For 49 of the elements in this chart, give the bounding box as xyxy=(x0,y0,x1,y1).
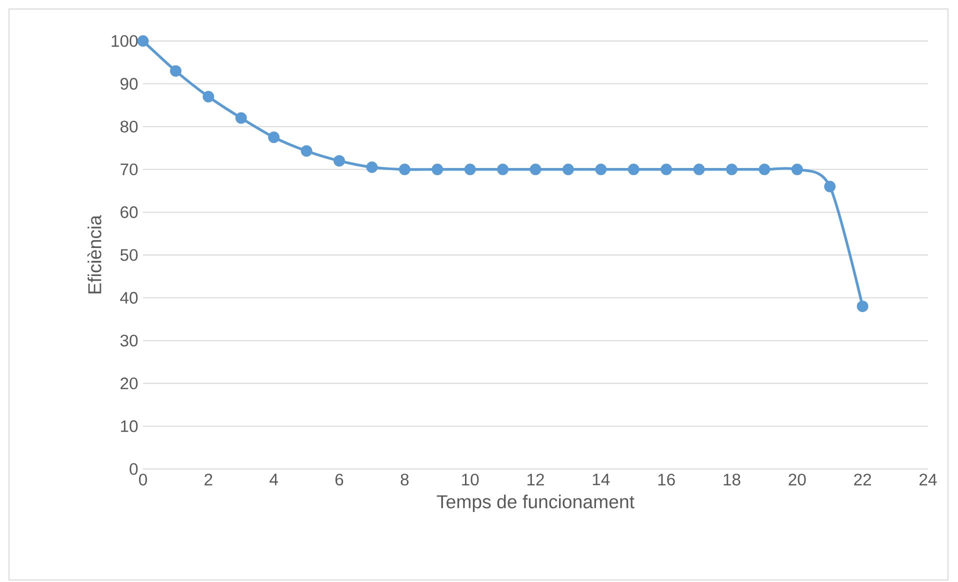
point xyxy=(660,164,672,176)
point xyxy=(595,164,607,176)
y-tick-label: 10 xyxy=(121,420,138,432)
y-tick-label: 50 xyxy=(120,249,138,261)
point xyxy=(137,35,149,47)
x-axis-title: Temps de funcionament xyxy=(436,494,634,512)
point xyxy=(693,164,705,176)
point xyxy=(530,164,542,176)
point xyxy=(726,164,738,176)
point xyxy=(791,164,803,176)
x-tick-label: 18 xyxy=(724,474,740,486)
y-tick-label: 80 xyxy=(120,120,138,132)
point xyxy=(628,164,640,176)
point xyxy=(398,164,410,176)
y-tick-label: 100 xyxy=(112,35,138,47)
point xyxy=(856,300,868,312)
x-tick-label: 8 xyxy=(400,474,409,486)
x-tick-label: 12 xyxy=(528,474,544,486)
x-tick-label: 0 xyxy=(139,474,147,486)
point xyxy=(562,164,574,176)
point xyxy=(464,164,476,176)
point xyxy=(268,132,280,144)
y-axis-title: Eficiència xyxy=(87,215,102,294)
point xyxy=(202,90,214,102)
y-tick-label: 90 xyxy=(120,78,138,90)
x-tick-label: 22 xyxy=(854,474,872,486)
x-tick-label: 6 xyxy=(335,474,344,486)
point xyxy=(758,164,770,176)
x-tick-label: 16 xyxy=(658,474,675,486)
x-tick-label: 4 xyxy=(270,474,278,486)
x-tick-label: 20 xyxy=(788,474,806,486)
y-tick-label: 30 xyxy=(120,334,138,346)
y-tick-label: 0 xyxy=(130,463,138,475)
x-tick-label: 14 xyxy=(592,474,610,486)
y-tick-label: 40 xyxy=(120,292,138,304)
point xyxy=(334,155,345,167)
point xyxy=(300,145,312,157)
x-tick-label: 24 xyxy=(920,474,937,486)
x-tick-label: 10 xyxy=(462,474,479,486)
x-tick-label: 2 xyxy=(204,474,212,486)
point xyxy=(497,164,509,176)
point xyxy=(824,180,836,192)
y-tick-label: 70 xyxy=(120,164,138,176)
point xyxy=(170,65,182,77)
point xyxy=(366,162,378,173)
y-tick-label: 20 xyxy=(120,378,138,390)
point xyxy=(235,112,247,124)
y-tick-label: 60 xyxy=(120,206,138,218)
point xyxy=(432,164,444,176)
